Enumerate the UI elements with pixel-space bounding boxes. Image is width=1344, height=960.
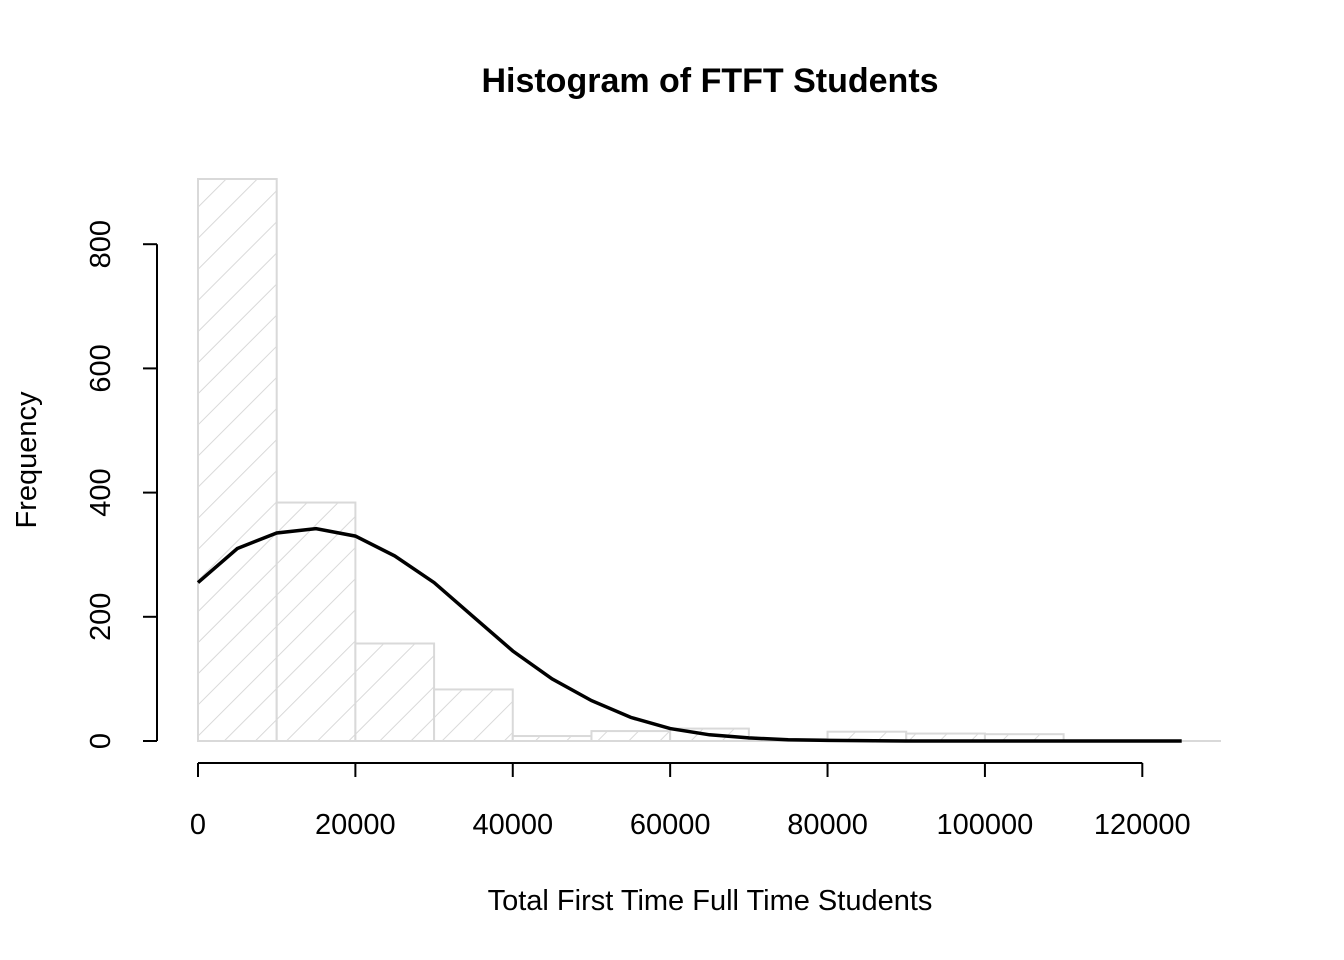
y-tick-label: 600 — [85, 344, 117, 392]
histogram-bar — [354, 642, 436, 742]
histogram-bars — [197, 178, 1065, 743]
x-tick-label: 60000 — [630, 809, 711, 841]
histogram-bar — [433, 688, 514, 742]
y-axis-label: Frequency — [11, 391, 43, 529]
histogram-bar — [275, 501, 357, 742]
y-tick-label: 800 — [85, 220, 117, 268]
histogram-bar — [197, 178, 278, 742]
x-tick-label: 20000 — [315, 809, 396, 841]
x-axis-label: Total First Time Full Time Students — [488, 885, 933, 917]
y-tick-label: 0 — [85, 733, 117, 749]
x-tick-label: 100000 — [937, 809, 1034, 841]
x-axis: 0 20000 40000 60000 80000 100000 120000 — [190, 762, 1191, 841]
y-tick-label: 400 — [85, 468, 117, 516]
y-tick-label: 200 — [85, 593, 117, 641]
x-tick-label: 80000 — [787, 809, 868, 841]
density-curve — [196, 526, 1182, 743]
y-axis: 0 200 400 600 800 — [85, 220, 158, 749]
chart-title: Histogram of FTFT Students — [481, 62, 938, 100]
x-tick-label: 40000 — [472, 809, 553, 841]
histogram-bar — [590, 730, 672, 742]
x-tick-label: 0 — [190, 809, 206, 841]
x-tick-label: 120000 — [1094, 809, 1191, 841]
